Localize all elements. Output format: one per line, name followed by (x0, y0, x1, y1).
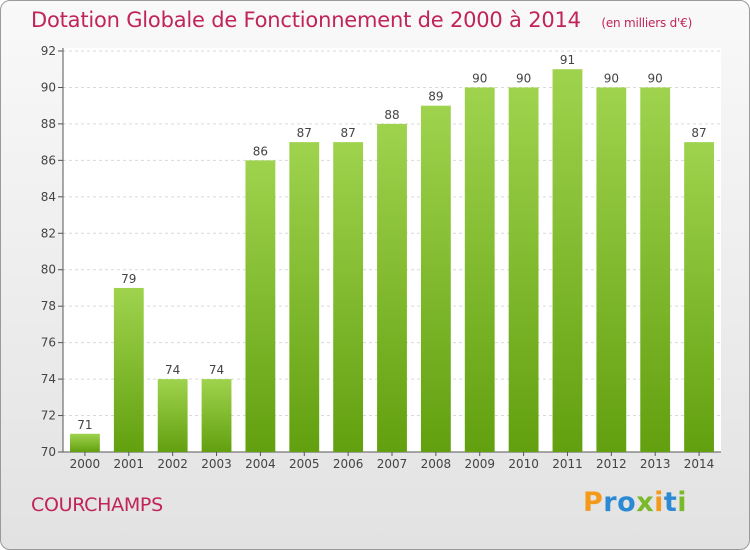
data-label: 79 (121, 272, 136, 286)
data-label: 71 (77, 418, 92, 432)
data-label: 90 (604, 71, 619, 85)
x-tick-label: 2002 (157, 457, 188, 471)
bar (70, 433, 100, 452)
bar (552, 69, 583, 453)
chart-unit: (en milliers d'€) (601, 16, 693, 30)
x-tick-label: 2012 (596, 457, 627, 471)
y-tick-label: 92 (41, 44, 56, 58)
x-tick-label: 2011 (552, 457, 583, 471)
data-label: 91 (560, 53, 575, 67)
data-label: 74 (209, 363, 224, 377)
bar (289, 142, 320, 453)
bar (113, 287, 144, 452)
data-label: 86 (253, 144, 268, 158)
data-label: 90 (516, 71, 531, 85)
bar (420, 105, 451, 452)
proxiti-logo: Proxiti (583, 487, 688, 518)
data-label: 90 (472, 71, 487, 85)
bar (333, 142, 364, 453)
x-tick-label: 2014 (684, 457, 715, 471)
bar (377, 123, 407, 452)
x-tick-label: 2005 (289, 457, 320, 471)
y-tick-label: 88 (41, 117, 56, 131)
data-label: 90 (648, 71, 663, 85)
data-label: 87 (691, 126, 706, 140)
bar (508, 87, 539, 453)
y-tick-label: 74 (41, 372, 56, 386)
data-label: 89 (428, 90, 443, 104)
bar (684, 142, 714, 453)
x-tick-label: 2010 (508, 457, 539, 471)
y-tick-label: 76 (41, 336, 56, 350)
x-tick-label: 2000 (70, 457, 101, 471)
y-tick-label: 90 (41, 80, 56, 94)
data-label: 88 (384, 108, 399, 122)
bar (464, 87, 495, 453)
y-tick-label: 82 (41, 226, 56, 240)
y-tick-label: 70 (41, 445, 56, 459)
data-label: 87 (297, 126, 312, 140)
bar (245, 160, 276, 452)
y-tick-label: 72 (41, 409, 56, 423)
x-tick-label: 2004 (245, 457, 276, 471)
commune-name: COURCHAMPS (31, 494, 163, 516)
x-tick-label: 2008 (421, 457, 452, 471)
bar-chart: 70 72 74 76 78 80 82 84 86 88 90 92 71 2000 79 2001 74 20… (41, 44, 721, 471)
x-tick-label: 2001 (114, 457, 145, 471)
x-tick-label: 2013 (640, 457, 671, 471)
chart-title-text: Dotation Globale de Fonctionnement de 20… (31, 8, 581, 32)
x-tick-label: 2009 (464, 457, 495, 471)
y-tick-label: 78 (41, 299, 56, 313)
y-tick-label: 84 (41, 190, 56, 204)
data-label: 87 (340, 126, 355, 140)
bar (201, 379, 232, 452)
y-tick-label: 86 (41, 153, 56, 167)
bar (596, 87, 627, 453)
x-tick-label: 2006 (333, 457, 364, 471)
data-label: 74 (165, 363, 180, 377)
bar (640, 87, 671, 453)
x-tick-label: 2003 (201, 457, 232, 471)
y-tick-label: 80 (41, 263, 56, 277)
chart-title: Dotation Globale de Fonctionnement de 20… (31, 8, 692, 32)
bar (157, 379, 188, 452)
x-tick-label: 2007 (377, 457, 408, 471)
